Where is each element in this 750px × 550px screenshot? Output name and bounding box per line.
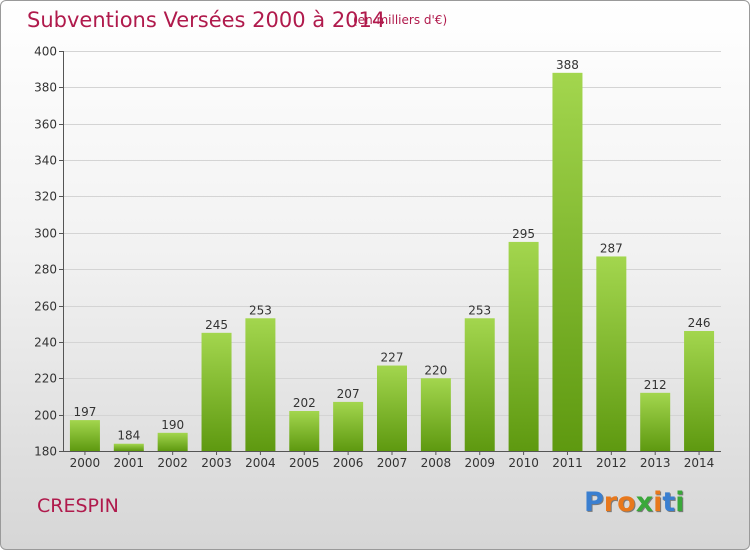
y-tick-label: 380 — [34, 81, 57, 95]
y-tick-label: 260 — [34, 300, 57, 314]
data-label: 197 — [73, 405, 96, 419]
data-label: 388 — [556, 58, 579, 72]
x-tick-label: 2012 — [596, 456, 627, 470]
y-tick-label: 340 — [34, 154, 57, 168]
data-label: 245 — [205, 318, 228, 332]
y-tick-label: 280 — [34, 263, 57, 277]
y-tick-label: 240 — [34, 336, 57, 350]
bar — [201, 332, 232, 451]
bar — [333, 401, 364, 451]
y-tick-label: 220 — [34, 372, 57, 386]
bar — [640, 392, 671, 451]
x-tick-label: 2014 — [684, 456, 715, 470]
chart-title: Subventions Versées 2000 à 2014 — [27, 8, 386, 32]
logo-letter: P — [584, 487, 604, 518]
bar — [289, 411, 320, 451]
x-tick-label: 2009 — [464, 456, 495, 470]
x-tick-label: 2008 — [421, 456, 452, 470]
data-label: 253 — [468, 303, 491, 317]
bar — [377, 365, 407, 451]
bar — [420, 378, 451, 451]
bar — [552, 72, 583, 452]
place-name: CRESPIN — [37, 495, 119, 517]
bar — [69, 420, 100, 451]
data-label: 220 — [424, 363, 447, 377]
x-tick-label: 2010 — [508, 456, 539, 470]
logo-letter: i — [675, 487, 685, 518]
data-label: 184 — [117, 429, 140, 443]
x-tick-label: 2001 — [114, 456, 145, 470]
data-label: 287 — [600, 241, 623, 255]
y-tick-label: 200 — [34, 409, 57, 423]
bar — [596, 256, 627, 451]
x-tick-label: 2003 — [201, 456, 232, 470]
y-tick-label: 300 — [34, 227, 57, 241]
x-tick-label: 2002 — [157, 456, 188, 470]
bar — [157, 432, 188, 451]
data-label: 207 — [337, 387, 360, 401]
x-tick-label: 2013 — [640, 456, 671, 470]
logo-letter: r — [603, 487, 618, 518]
data-label: 253 — [249, 303, 272, 317]
data-label: 246 — [688, 316, 711, 330]
x-tick-label: 2004 — [245, 456, 276, 470]
y-tick-label: 320 — [34, 190, 57, 204]
x-tick-label: 2011 — [552, 456, 583, 470]
y-tick-label: 180 — [34, 445, 57, 459]
bar — [684, 331, 715, 451]
proxiti-logo[interactable]: Proxiti — [584, 487, 685, 518]
chart-subtitle: (en milliers d'€) — [353, 13, 448, 27]
y-tick-label: 360 — [34, 118, 57, 132]
bar — [245, 318, 276, 451]
logo-letter: o — [617, 487, 636, 518]
x-tick-label: 2005 — [289, 456, 320, 470]
logo-letter: x — [635, 487, 654, 518]
x-tick-label: 2007 — [377, 456, 408, 470]
x-tick-label: 2006 — [333, 456, 364, 470]
logo-letter: t — [662, 487, 676, 518]
x-tick-label: 2000 — [70, 456, 101, 470]
logo-letter: i — [653, 487, 663, 518]
bar — [464, 318, 495, 451]
data-label: 227 — [381, 351, 404, 365]
bar — [113, 443, 144, 451]
data-label: 295 — [512, 227, 535, 241]
data-label: 202 — [293, 396, 316, 410]
bar — [508, 241, 539, 451]
data-label: 190 — [161, 418, 184, 432]
data-label: 212 — [644, 378, 667, 392]
y-tick-label: 400 — [34, 45, 57, 59]
